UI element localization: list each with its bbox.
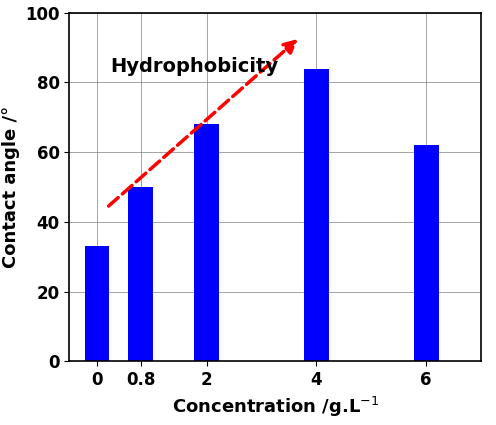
Bar [84, 246, 109, 361]
Bar [128, 187, 153, 361]
Bar [414, 145, 438, 361]
X-axis label: Concentration /g.L$^{-1}$: Concentration /g.L$^{-1}$ [172, 394, 379, 419]
Y-axis label: Contact angle /°: Contact angle /° [1, 106, 20, 268]
Text: Hydrophobicity: Hydrophobicity [111, 57, 279, 76]
Bar [304, 68, 329, 361]
Bar [194, 124, 219, 361]
